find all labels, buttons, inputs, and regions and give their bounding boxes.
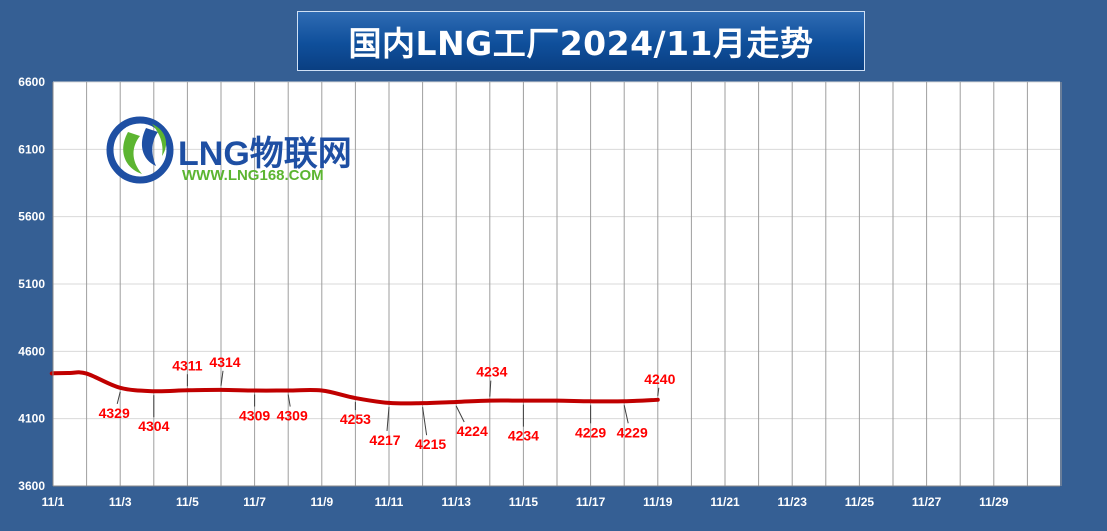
y-tick-label: 3600 xyxy=(18,479,45,493)
data-label: 4309 xyxy=(277,408,308,424)
data-label: 4329 xyxy=(99,405,130,421)
logo-url: WWW.LNG168.COM xyxy=(182,167,324,184)
data-label-leader xyxy=(455,405,465,423)
data-label-leader xyxy=(657,387,660,396)
x-tick-label: 11/19 xyxy=(643,495,673,509)
x-tick-label: 11/15 xyxy=(509,495,539,509)
x-tick-label: 11/27 xyxy=(912,495,942,509)
data-label: 4240 xyxy=(644,371,675,387)
data-label-leader xyxy=(386,406,390,431)
data-label-leader xyxy=(287,394,291,407)
x-tick-label: 11/13 xyxy=(442,495,472,509)
x-tick-label: 11/1 xyxy=(42,495,65,509)
lng-logo: LNG物联网 WWW.LNG168.COM xyxy=(106,116,352,184)
data-label-leader xyxy=(489,380,492,397)
data-label: 4234 xyxy=(476,364,507,380)
x-tick-label: 11/29 xyxy=(979,495,1009,509)
data-label: 4215 xyxy=(415,436,446,452)
data-label: 4309 xyxy=(239,408,270,424)
x-tick-label: 11/17 xyxy=(576,495,606,509)
data-label: 4314 xyxy=(209,354,240,370)
y-tick-label: 5100 xyxy=(18,277,45,291)
y-tick-label: 4100 xyxy=(18,412,45,426)
x-tick-label: 11/11 xyxy=(375,495,404,509)
data-label-leader xyxy=(422,407,428,436)
x-tick-label: 11/25 xyxy=(845,495,875,509)
x-tick-label: 11/21 xyxy=(710,495,740,509)
data-label: 4229 xyxy=(575,424,606,440)
data-label: 4304 xyxy=(138,418,169,434)
y-tick-label: 6600 xyxy=(18,75,45,89)
data-label: 4229 xyxy=(617,424,648,440)
x-tick-label: 11/3 xyxy=(109,495,132,509)
x-tick-label: 11/23 xyxy=(778,495,808,509)
price-series-line xyxy=(49,370,660,406)
data-label-leader xyxy=(116,391,121,404)
data-label-leader xyxy=(623,405,629,424)
logo-brand: LNG物联网 xyxy=(178,135,352,173)
data-label: 4311 xyxy=(172,357,203,373)
title-banner: 国内LNG工厂2024/11月走势 xyxy=(297,11,865,71)
data-label-leader xyxy=(220,370,224,386)
y-tick-label: 6100 xyxy=(18,142,45,156)
chart-title: 国内LNG工厂2024/11月走势 xyxy=(348,24,814,63)
x-tick-label: 11/5 xyxy=(176,495,199,509)
data-label: 4217 xyxy=(369,432,400,448)
x-tick-label: 11/9 xyxy=(310,495,333,509)
y-tick-label: 4600 xyxy=(18,344,45,358)
data-label: 4234 xyxy=(508,428,539,444)
logo-emblem-icon xyxy=(106,116,174,184)
x-tick-label: 11/7 xyxy=(243,495,266,509)
data-label: 4224 xyxy=(457,423,488,439)
y-tick-label: 5600 xyxy=(18,210,45,224)
data-label: 4253 xyxy=(340,411,371,427)
